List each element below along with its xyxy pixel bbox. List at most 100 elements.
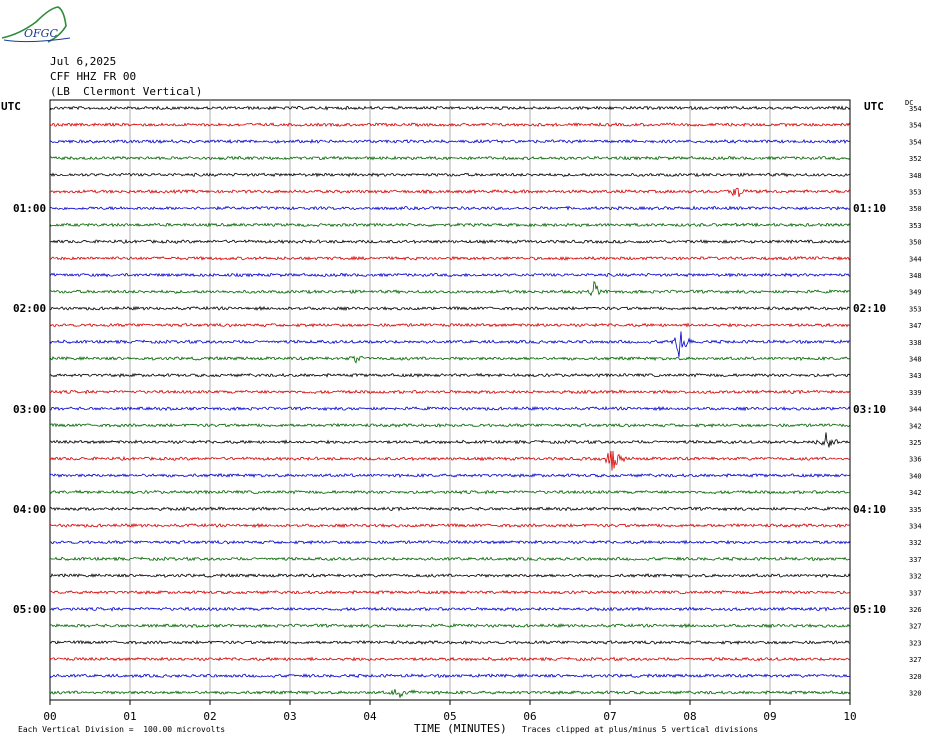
seismic-trace xyxy=(49,105,851,111)
seismic-trace xyxy=(49,205,851,211)
dc-offset-value: 334 xyxy=(909,523,922,531)
logo-swoosh-icon xyxy=(1,6,67,43)
seismic-traces xyxy=(49,105,851,698)
clip-note: Traces clipped at plus/minus 5 vertical … xyxy=(522,725,759,734)
dc-offset-value: 349 xyxy=(909,289,922,297)
seismic-trace xyxy=(49,573,851,579)
logo-baseline xyxy=(3,37,71,43)
seismic-trace xyxy=(49,255,851,261)
seismic-trace xyxy=(49,432,851,448)
x-tick-label: 05 xyxy=(443,710,456,723)
dc-offset-value: 342 xyxy=(909,422,922,430)
dc-offset-value: 337 xyxy=(909,556,922,564)
dc-offset-value: 326 xyxy=(909,606,922,614)
dc-offset-value: 350 xyxy=(909,205,922,213)
seismic-trace xyxy=(49,372,851,378)
header-station: CFF HHZ FR 00 xyxy=(50,70,137,83)
seismic-trace xyxy=(49,355,851,364)
time-label: 01:10 xyxy=(853,202,887,216)
seismic-trace xyxy=(49,187,851,197)
header-location: (LB Clermont Vertical) xyxy=(50,85,203,98)
dc-offset-value: 353 xyxy=(909,222,922,230)
time-label: 04:00 xyxy=(13,502,47,516)
dc-offset-value: 340 xyxy=(909,472,922,480)
dc-offset-value: 353 xyxy=(909,305,922,313)
time-label: 05:10 xyxy=(853,603,887,616)
dc-offset-value: 348 xyxy=(909,272,922,280)
x-tick-label: 02 xyxy=(203,710,216,723)
seismic-trace xyxy=(49,238,851,245)
x-tick-label: 01 xyxy=(123,710,136,723)
dc-offset-value: 352 xyxy=(909,155,922,163)
seismic-trace xyxy=(49,422,851,428)
dc-column-label: DC xyxy=(905,99,914,107)
dc-offset-value: 350 xyxy=(909,239,922,247)
dc-offset-value: 339 xyxy=(909,389,922,397)
right-timezone-label: UTC xyxy=(864,100,884,113)
time-label: 02:10 xyxy=(853,302,887,316)
x-tick-label: 00 xyxy=(43,710,56,723)
time-label: 03:10 xyxy=(853,402,887,416)
dc-offset-value: 337 xyxy=(909,589,922,597)
dc-offset-value: 338 xyxy=(909,339,922,347)
seismic-trace xyxy=(49,522,851,529)
x-tick-label: 03 xyxy=(283,710,296,723)
x-tick-label: 08 xyxy=(683,710,696,723)
seismic-trace xyxy=(49,280,851,297)
time-label: 02:00 xyxy=(13,302,47,316)
seismic-trace xyxy=(49,639,851,646)
dc-offset-value: 348 xyxy=(909,172,922,180)
time-label: 05:00 xyxy=(13,603,47,616)
dc-offset-value: 325 xyxy=(909,439,922,447)
seismic-trace xyxy=(49,322,851,328)
dc-offset-column: 354 354 354 352 348 353 350 353 350 344 348 349 353 3… xyxy=(909,105,922,698)
dc-offset-value: 348 xyxy=(909,356,922,364)
x-tick-label: 07 xyxy=(603,710,616,723)
seismic-trace xyxy=(49,121,851,128)
dc-offset-value: 335 xyxy=(909,506,922,514)
seismic-trace xyxy=(49,172,851,178)
dc-offset-value: 347 xyxy=(909,322,922,330)
dc-offset-value: 354 xyxy=(909,138,922,146)
time-label: 03:00 xyxy=(13,402,47,416)
dc-offset-value: 323 xyxy=(909,639,922,647)
ofgc-logo xyxy=(1,6,71,43)
seismic-trace xyxy=(49,623,851,629)
dc-offset-value: 332 xyxy=(909,573,922,581)
x-axis-ticks: 00 01 02 03 04 05 06 07 08 09 10 xyxy=(43,700,857,723)
dc-offset-value: 344 xyxy=(909,406,922,414)
time-label: 04:10 xyxy=(853,502,887,516)
seismic-trace xyxy=(49,222,851,228)
scale-note: Each Vertical Division = 100.00 microvol… xyxy=(18,725,226,734)
seismic-trace xyxy=(49,331,851,358)
x-tick-label: 06 xyxy=(523,710,536,723)
seismic-trace xyxy=(49,138,851,144)
minute-gridlines xyxy=(129,100,771,700)
time-label: 01:00 xyxy=(13,202,47,216)
dc-offset-value: 327 xyxy=(909,656,922,664)
seismic-trace xyxy=(49,405,851,412)
x-axis-title: TIME (MINUTES) xyxy=(414,722,507,735)
dc-offset-value: 332 xyxy=(909,539,922,547)
dc-offset-value: 354 xyxy=(909,105,922,113)
x-tick-label: 10 xyxy=(843,710,856,723)
seismic-trace xyxy=(49,606,851,612)
seismic-trace xyxy=(49,472,851,479)
dc-offset-value: 327 xyxy=(909,623,922,631)
dc-offset-value: 336 xyxy=(909,456,922,464)
x-tick-label: 09 xyxy=(763,710,776,723)
header-date: Jul 6,2025 xyxy=(50,55,117,68)
seismic-trace xyxy=(49,539,851,545)
x-tick-label: 04 xyxy=(363,710,377,723)
seismic-trace xyxy=(49,305,851,312)
seismic-trace xyxy=(49,656,851,662)
dc-offset-value: 344 xyxy=(909,255,922,263)
seismic-trace xyxy=(49,389,851,395)
seismic-trace xyxy=(49,589,851,595)
dc-offset-value: 342 xyxy=(909,489,922,497)
seismic-trace xyxy=(49,489,851,495)
dc-offset-value: 320 xyxy=(909,673,922,681)
seismic-trace xyxy=(49,272,851,278)
seismic-trace xyxy=(49,556,851,562)
